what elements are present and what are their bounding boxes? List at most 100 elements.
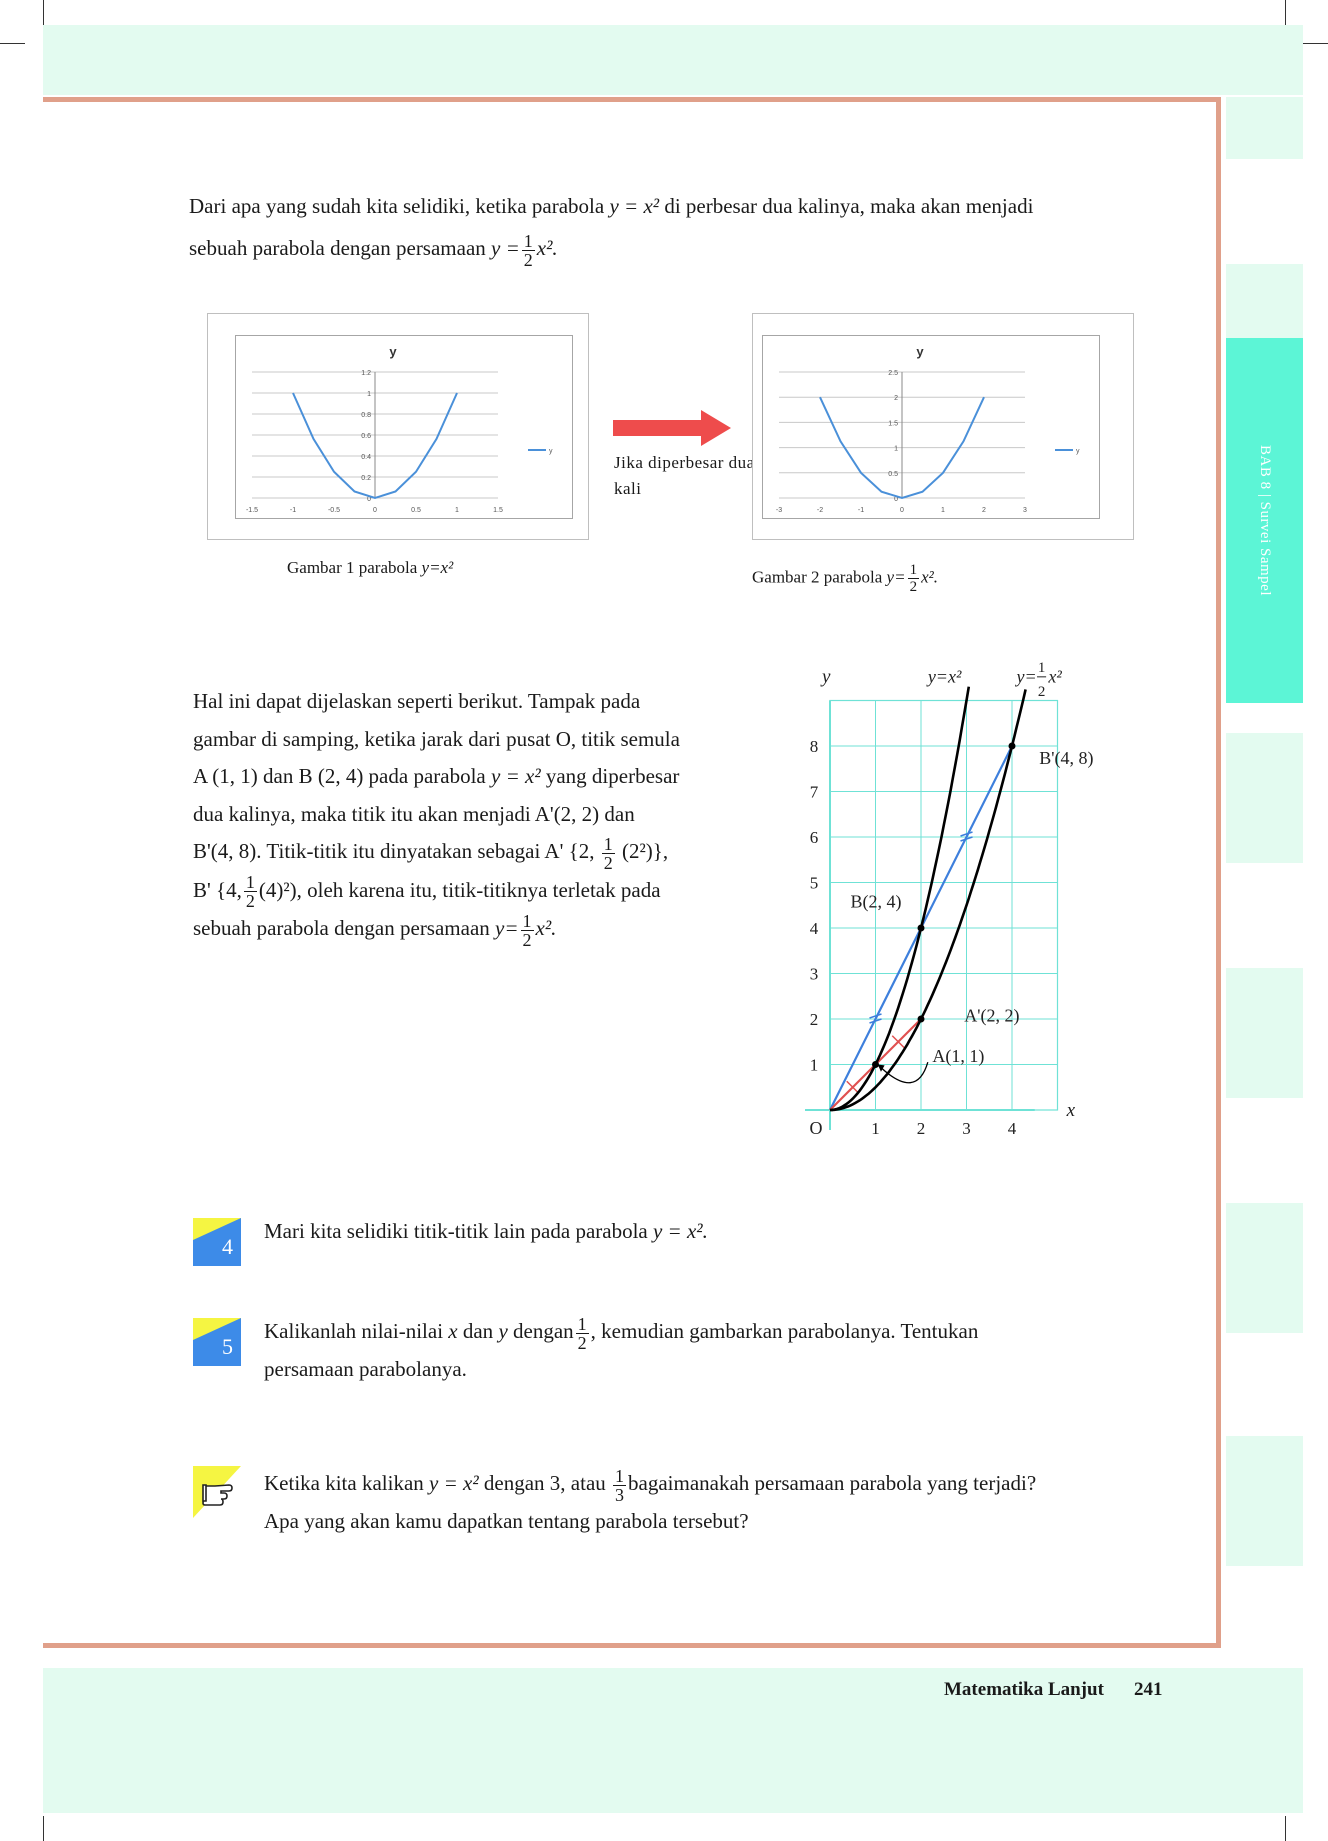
explain-line: dua kalinya, maka titik itu akan menjadi… [193,801,635,826]
x-tick-label: 1.5 [493,507,503,514]
side-tab [1226,1436,1303,1566]
intro-text: sebuah parabola dengan persamaan [189,236,486,260]
crop-mark [1285,1816,1286,1841]
figure-1-caption: Gambar 1 parabola y=x² [287,558,454,577]
x-tick-label: 4 [1008,1119,1017,1138]
page-number: 241 [1134,1679,1163,1700]
intro-line-1: Dari apa yang sudah kita selidiki, ketik… [189,185,1139,227]
chart-2-plot-area: y 0 0.5 1 1.5 2 2.5 -3 -2 -1 0 1 2 3 y [762,335,1100,519]
x-tick-label: 0 [373,507,377,514]
parabola-graph: 1 2 3 4 1 2 3 4 5 6 7 8 Ox y B'(4, 8) B(2, 4) A'(2, 2) A(… [805,660,1094,1138]
equation: y = [491,236,520,260]
side-tab [1226,97,1303,159]
point-label: B(2, 4) [850,892,901,913]
y-tick-label: 5 [810,874,819,893]
legend-label: y [549,448,553,455]
y-tick-label: 3 [810,965,819,984]
y-tick-label: 7 [810,783,819,802]
explain-line: B' {4, 1 2 (4)²), oleh karena itu, titik-ti… [193,872,661,912]
point-label: A(1, 1) [932,1046,984,1067]
chart-1: y 0 0.2 0.4 0.6 0.8 1 1.2 -1.5 -1 -0.5 0 0.5 1 1.5 y [246,344,553,514]
explain-line: Hal ini dapat dijelaskan seperti berikut… [193,689,641,713]
x-tick-label: 0 [900,507,904,514]
y-tick-label: 0.8 [361,412,371,419]
crop-mark [1285,0,1286,25]
question-4: Mari kita selidiki titik-titik lain pada… [264,1219,708,1243]
equal-mark [960,836,973,842]
explain-line: B'(4, 8). Titik-titik itu dinyatakan seb… [193,833,669,873]
footer-title: Matematika Lanjut [944,1679,1104,1700]
series-line [819,396,985,500]
x-tick-label: -3 [776,507,782,514]
y-tick-label: 1 [367,391,371,398]
intro-paragraph: Dari apa yang sudah kita selidiki, ketik… [189,185,1139,269]
pointer-arc [879,1062,929,1084]
intro-line-2: sebuah parabola dengan persamaan y = 1 2 x²… [189,227,1139,269]
y-tick-label: 0.2 [361,475,371,482]
x-tick-label: -1 [290,507,296,514]
pointing-hand-icon [193,1466,241,1518]
side-tab-label: BAB 8 | Survei Sampel [1257,444,1273,596]
question-challenge: Ketika kita kalikan y = x² dengan 3, ata… [264,1465,1037,1533]
y-tick-label: 1.5 [888,420,898,427]
point [1008,742,1016,750]
curve-label: x² [1047,666,1062,686]
point [872,1061,879,1068]
origin-label: O [810,1118,823,1138]
intro-text: di perbesar dua kalinya, maka akan menja… [664,194,1034,218]
chart-2: y 0 0.5 1 1.5 2 2.5 -3 -2 -1 0 1 2 3 y [776,344,1080,514]
question-5: Kalikanlah nilai-nilai x dan y dengan 1 2,… [264,1313,979,1381]
x-tick-label: -0.5 [328,507,340,514]
equal-mark [869,1013,882,1019]
explain-line: A (1, 1) dan B (2, 4) pada parabola y = … [193,764,680,788]
y-tick-label: 0 [367,496,371,503]
series-line [292,392,458,500]
chart-title: y [389,344,397,359]
x-tick-label: -1 [858,507,864,514]
chart-2-frame: y 0 0.5 1 1.5 2 2.5 -3 -2 -1 0 1 2 3 y [752,313,1134,540]
point-label: B'(4, 8) [1039,748,1093,769]
curve-label-frac-num: 1 [1038,660,1046,676]
y-axis-label: y [820,666,831,687]
x-tick-label: 3 [1023,507,1027,514]
side-tab [1226,733,1303,863]
pointer-arrowhead [877,1064,885,1072]
y-tick-label: 2 [894,395,898,402]
explain-line: sebuah parabola dengan persamaan y= 1 2 x². [193,911,557,951]
explain-line: gambar di samping, ketika jarak dari pus… [193,726,680,751]
y-tick-label: 4 [810,919,819,938]
x-tick-label: 1 [941,507,945,514]
crop-mark [1303,43,1328,44]
y-tick-label: 0.4 [361,454,371,461]
y-tick-label: 8 [810,737,819,756]
equal-mark [960,831,973,837]
parabola-y-x2 [829,686,971,1112]
x-tick-label: 1 [455,507,459,514]
page-frame [43,97,1221,1648]
crop-mark [0,43,25,44]
y-tick-label: 6 [810,828,819,847]
equal-mark [891,1035,905,1049]
y-tick-label: 2 [810,1010,819,1029]
point [917,1015,925,1023]
y-tick-label: 1 [894,446,898,453]
x-tick-label: 2 [917,1119,926,1138]
x-tick-label: 1 [871,1119,880,1138]
question-4-badge: 4 [193,1218,241,1266]
side-tab [1226,1203,1303,1333]
point-label: A'(2, 2) [964,1005,1019,1026]
y-tick-label: 1.2 [361,370,371,377]
equation: y = x² [609,194,660,218]
chart-1-plot-area: y 0 0.2 0.4 0.6 0.8 1 1.2 -1.5 -1 -0.5 0 0.5 1 1.5 y [235,335,573,519]
side-tab-active[interactable] [1226,338,1303,703]
explanation-paragraph: Hal ini dapat dijelaskan seperti berikut… [193,683,729,949]
curve-label: y= [1015,666,1037,686]
curve-label-frac-den: 2 [1038,684,1046,700]
x-tick-label: 2 [982,507,986,514]
x-tick-label: -1.5 [246,507,258,514]
y-tick-label: 2.5 [888,370,898,377]
question-5-badge: 5 [193,1318,241,1366]
arrow-text: Jika diperbesar dua kali [614,453,755,498]
footer-band [43,1668,1303,1813]
